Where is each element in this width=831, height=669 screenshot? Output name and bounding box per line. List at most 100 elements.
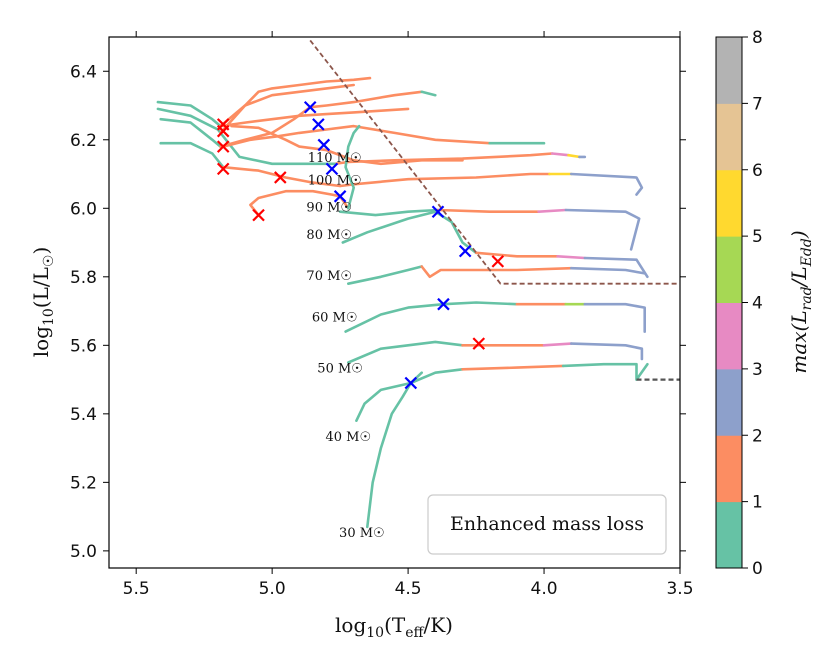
y-axis-label: log10(L/L☉) [29, 247, 57, 358]
colorbar-tick-label: 4 [752, 294, 763, 314]
track-segment [355, 367, 464, 423]
markers-layer [216, 100, 505, 390]
reference-lines-layer [309, 39, 680, 381]
red-x-marker [216, 162, 230, 176]
red-x-marker [252, 208, 265, 222]
colorbar-swatch [716, 368, 742, 436]
track-segment [219, 76, 372, 135]
legend-text: Enhanced mass loss [450, 513, 644, 535]
track-16 [159, 90, 437, 148]
blue-x-marker [303, 100, 317, 114]
colorbar-swatch [716, 169, 742, 237]
track-segment [159, 141, 225, 169]
track-segment [156, 107, 337, 166]
track-segment [341, 210, 478, 255]
y-tick-label: 5.6 [70, 336, 97, 356]
track-segment [542, 342, 573, 347]
axis-ticks-layer: 5.5 5.0 4.5 4.0 3.5 5.0 5.2 5.4 5.6 5.8 6.0 6.2 6.4 [70, 31, 694, 599]
track-segment [567, 153, 581, 159]
track-7 [355, 362, 649, 423]
track-2 [338, 208, 641, 251]
track-segment [474, 251, 559, 258]
x-tick-label: 5.5 [123, 579, 150, 599]
track-segment [346, 340, 464, 364]
mass-label: 50 M☉ [317, 362, 363, 377]
track-segment [569, 342, 644, 361]
blue-x-marker [404, 376, 418, 390]
track-17 [219, 76, 372, 135]
track-12 [221, 124, 546, 148]
colorbar-swatch [716, 435, 742, 503]
blue-x-marker [317, 138, 331, 152]
track-9 [156, 107, 337, 166]
y-tick-label: 6.0 [70, 199, 97, 219]
track-segment [219, 107, 410, 128]
x-axis-label: log10(Teff/K) [335, 613, 453, 641]
hd-limit-line [309, 39, 680, 285]
colorbar-tick-label: 6 [752, 161, 763, 181]
y-tick-label: 5.8 [70, 268, 97, 288]
red-x-marker [491, 255, 505, 268]
track-4 [346, 265, 647, 286]
track-segment [346, 265, 424, 286]
colorbar-tick-label: 3 [752, 360, 763, 380]
track-segment [344, 301, 519, 333]
track-segment [420, 90, 437, 97]
track-13 [219, 107, 410, 128]
colorbar-tick-label: 8 [752, 28, 763, 48]
blue-x-marker [458, 244, 472, 258]
track-segment [344, 124, 361, 210]
track-segment [561, 362, 649, 381]
track-segment [537, 208, 568, 213]
track-5 [344, 301, 647, 333]
legend-box: Enhanced mass loss [427, 494, 667, 555]
track-segment [461, 364, 565, 371]
track-10 [159, 141, 342, 188]
track-segment [583, 302, 647, 333]
y-tick-label: 5.2 [70, 473, 97, 493]
x-tick-label: 4.0 [531, 579, 558, 599]
track-segment [338, 172, 551, 188]
colorbar-swatch [716, 103, 742, 171]
mass-label: 100 M☉ [308, 173, 362, 188]
track-segment [583, 256, 649, 279]
colorbar-swatch [716, 501, 742, 569]
y-tick-label: 5.4 [70, 405, 97, 425]
mass-label: 40 M☉ [325, 430, 371, 445]
x-tick-label: 5.0 [259, 579, 286, 599]
track-6 [346, 340, 644, 364]
track-segment [550, 152, 570, 157]
colorbar-tick-label: 1 [752, 493, 763, 513]
colorbar-swatch [716, 236, 742, 303]
blue-x-marker [333, 190, 347, 203]
track-3 [341, 210, 649, 279]
blue-x-marker [312, 118, 325, 131]
red-x-marker [216, 140, 230, 153]
track-11 [230, 124, 464, 166]
mass-label: 110 M☉ [308, 151, 362, 166]
track-segment [556, 254, 587, 260]
colorbar-tick-label: 5 [752, 227, 763, 247]
mass-label: 30 M☉ [339, 526, 385, 541]
mass-labels-layer: 110 M☉ 100 M☉ 90 M☉ 80 M☉ 70 M☉ 60 M☉ 50 M☉ 40 … [306, 151, 384, 541]
colorbar-tick-label: 7 [752, 94, 763, 114]
plot-frame [108, 36, 681, 569]
red-x-marker [274, 171, 287, 184]
colorbar-swatch [716, 302, 742, 370]
colorbar: 0 1 2 3 4 5 6 7 8 [715, 28, 763, 579]
track-segment [569, 172, 644, 196]
mass-label: 70 M☉ [306, 269, 352, 284]
track-segment [569, 266, 647, 275]
track-segment [221, 165, 342, 188]
track-segment [564, 208, 641, 251]
blue-x-marker [325, 162, 339, 176]
red-x-marker [472, 337, 486, 350]
tracks-layer [156, 76, 649, 529]
red-x-marker [216, 124, 230, 138]
track-segment [420, 265, 573, 279]
colorbar-tick-label: 2 [752, 426, 763, 446]
blue-x-marker [431, 205, 445, 218]
track-segment [159, 117, 222, 148]
colorbar-tick-label: 0 [752, 559, 763, 579]
track-1 [338, 172, 644, 196]
